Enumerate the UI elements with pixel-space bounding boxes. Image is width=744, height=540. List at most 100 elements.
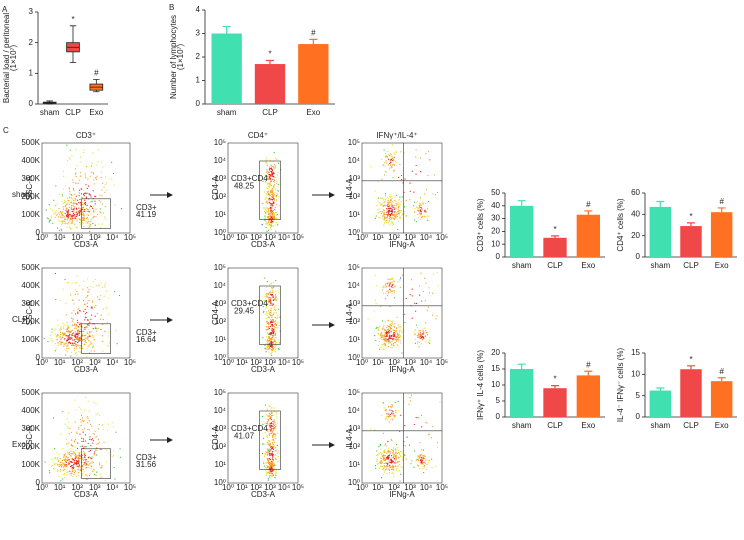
significance-marker: #: [94, 69, 99, 78]
cell-dot: [85, 465, 86, 466]
cell-dot: [269, 305, 270, 306]
cell-dot: [85, 221, 86, 222]
cell-dot: [410, 191, 411, 192]
cell-dot: [393, 287, 394, 288]
cell-dot: [385, 321, 386, 322]
cell-dot: [67, 328, 68, 329]
cell-dot: [390, 291, 391, 292]
cell-dot: [78, 330, 79, 331]
cell-dot: [385, 443, 386, 444]
cell-dot: [277, 186, 278, 187]
y-tick-label: 10: [491, 380, 500, 389]
cell-dot: [267, 342, 268, 343]
cell-dot: [404, 425, 405, 426]
cell-dot: [76, 460, 77, 461]
cell-dot: [267, 317, 268, 318]
cell-dot: [385, 283, 386, 284]
cell-dot: [421, 449, 422, 450]
cell-dot: [424, 278, 425, 279]
cell-dot: [274, 332, 275, 333]
cell-dot: [92, 152, 93, 153]
cell-dot: [100, 212, 101, 213]
cell-dot: [393, 277, 394, 278]
cell-dot: [417, 337, 418, 338]
error-bar: [551, 386, 559, 389]
cell-dot: [273, 463, 274, 464]
cell-dot: [88, 443, 89, 444]
cell-dot: [416, 165, 417, 166]
cell-dot: [401, 179, 402, 180]
cell-dot: [379, 202, 380, 203]
error-bar: [687, 366, 695, 369]
cell-dot: [102, 424, 103, 425]
cell-dot: [92, 302, 93, 303]
cell-dot: [70, 202, 71, 203]
cell-dot: [270, 467, 271, 468]
cell-dot: [391, 440, 392, 441]
x-tick-label: 10⁰: [356, 483, 368, 492]
cell-dot: [268, 179, 269, 180]
cell-dot: [111, 179, 112, 180]
cell-dot: [384, 204, 385, 205]
cell-dot: [49, 204, 50, 205]
cell-dot: [271, 426, 272, 427]
cell-dot: [398, 450, 399, 451]
cell-dot: [381, 460, 382, 461]
cell-dot: [270, 315, 271, 316]
cell-dot: [275, 347, 276, 348]
cell-dot: [380, 338, 381, 339]
cell-dot: [87, 217, 88, 218]
cell-dot: [60, 343, 61, 344]
cell-dot: [75, 454, 76, 455]
cell-dot: [270, 297, 271, 298]
cell-dot: [427, 310, 428, 311]
cell-dot: [390, 214, 391, 215]
cell-dot: [423, 291, 424, 292]
cell-dot: [390, 338, 391, 339]
cell-dot: [89, 211, 90, 212]
cell-dot: [383, 326, 384, 327]
cell-dot: [53, 468, 54, 469]
cell-dot: [274, 177, 275, 178]
cell-dot: [73, 303, 74, 304]
cell-dot: [101, 477, 102, 478]
cell-dot: [385, 195, 386, 196]
cell-dot: [265, 404, 266, 405]
cell-dot: [63, 206, 64, 207]
cell-dot: [83, 447, 84, 448]
cell-dot: [91, 307, 92, 308]
cell-dot: [393, 338, 394, 339]
cell-dot: [87, 476, 88, 477]
cell-dot: [88, 300, 89, 301]
cell-dot: [79, 322, 80, 323]
error-bar: [584, 371, 592, 375]
cell-dot: [389, 205, 390, 206]
cell-dot: [388, 210, 389, 211]
cell-dot: [270, 168, 271, 169]
x-tick-label: 10³: [404, 358, 416, 367]
cell-dot: [267, 462, 268, 463]
cell-dot: [112, 422, 113, 423]
cell-dot: [392, 335, 393, 336]
cell-dot: [101, 172, 102, 173]
cell-dot: [394, 200, 395, 201]
cell-dot: [270, 465, 271, 466]
cell-dot: [71, 439, 72, 440]
cell-dot: [63, 217, 64, 218]
cell-dot: [61, 230, 62, 231]
cell-dot: [380, 452, 381, 453]
cell-dot: [61, 215, 62, 216]
cell-dot: [385, 455, 386, 456]
cell-dot: [411, 395, 412, 396]
y-tick-label: 10⁴: [214, 156, 227, 165]
cell-dot: [75, 294, 76, 295]
cell-dot: [61, 221, 62, 222]
cell-dot: [102, 204, 103, 205]
cell-dot: [262, 443, 263, 444]
cell-dot: [262, 337, 263, 338]
cell-dot: [272, 305, 273, 306]
cell-dot: [270, 326, 271, 327]
cell-dot: [385, 459, 386, 460]
cell-dot: [385, 155, 386, 156]
cell-dot: [400, 326, 401, 327]
